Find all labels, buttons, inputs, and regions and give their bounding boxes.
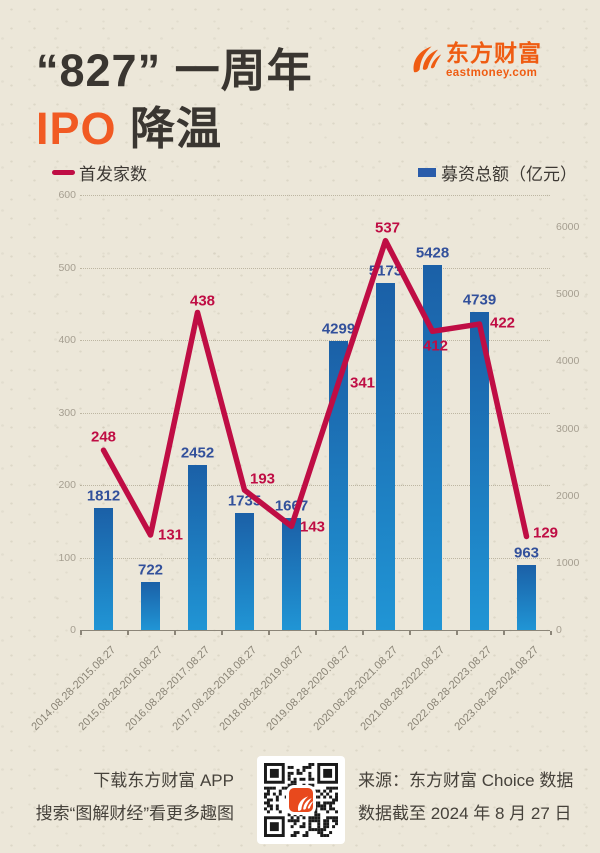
x-axis-tick [268, 631, 270, 635]
legend-bar-label: 募资总额（亿元） [441, 164, 577, 184]
gridline [80, 557, 550, 559]
bar [329, 341, 348, 630]
bar-value-label: 963 [513, 544, 540, 562]
x-axis-category-label: 2016.08.28-2017.08.27 [123, 644, 212, 733]
eastmoney-swoosh-icon [413, 46, 442, 73]
legend-line-series: 首发家数 [52, 162, 147, 184]
footer-promo-line2: 搜索“图解财经”看更多趣图 [35, 804, 234, 823]
y-axis-label-right: 1000 [556, 556, 580, 569]
x-axis-category-label: 2020.08.28-2021.08.27 [311, 644, 400, 733]
bar-value-label: 4299 [321, 320, 356, 338]
bar-value-label: 5173 [368, 262, 403, 280]
x-axis-category-label: 2023.08.28-2024.08.27 [452, 644, 541, 733]
line-value-label: 537 [374, 219, 401, 237]
x-axis-line [80, 630, 550, 631]
x-axis-tick [550, 631, 552, 635]
footer-source: 来源：东方财富 Choice 数据 数据截至 2024 年 8 月 27 日 [358, 764, 598, 830]
bar [376, 282, 395, 630]
x-axis-tick [315, 631, 317, 635]
footer-source-line1: 来源：东方财富 Choice 数据 [358, 771, 574, 790]
x-axis-category-label: 2022.08.28-2023.08.27 [405, 644, 494, 733]
y-axis-label-left: 300 [58, 406, 76, 419]
x-axis-category-label: 2019.08.28-2020.08.27 [264, 644, 353, 733]
y-axis-label-right: 0 [556, 624, 562, 636]
y-axis-label-right: 6000 [556, 221, 580, 233]
qr-swoosh-icon [297, 796, 314, 811]
x-axis-tick [127, 631, 129, 635]
line-value-label: 341 [349, 374, 376, 392]
gridline [80, 267, 550, 269]
x-axis-category-label: 2015.08.28-2016.08.27 [76, 644, 165, 733]
bar [94, 508, 113, 630]
x-axis-tick [409, 631, 411, 635]
y-axis-label-right: 2000 [556, 489, 580, 502]
line-value-label: 193 [249, 470, 276, 488]
bar-value-label: 2452 [180, 444, 215, 462]
bar-value-label: 1667 [274, 497, 309, 515]
y-axis-label-left: 200 [58, 479, 76, 491]
y-axis-label-left: 0 [70, 624, 76, 636]
bar-value-label: 1735 [227, 492, 262, 510]
legend-line-label: 首发家数 [79, 164, 147, 184]
x-axis-tick [503, 631, 505, 635]
page-title-line2: IPO 降温 [36, 92, 222, 157]
x-axis-category-label: 2014.08.28-2015.08.27 [29, 644, 118, 733]
y-axis-label-right: 4000 [556, 355, 580, 368]
bar [141, 581, 160, 630]
line-value-label: 143 [299, 518, 326, 536]
line-value-label: 129 [532, 524, 559, 542]
x-axis-category-label: 2021.08.28-2022.08.27 [358, 644, 447, 733]
bar-value-label: 1812 [86, 487, 121, 505]
title-rest: 降温 [116, 103, 223, 154]
y-axis-label-left: 100 [58, 551, 76, 564]
x-axis-tick [80, 631, 82, 635]
legend-bar-series: 募资总额（亿元） [418, 162, 577, 184]
bar [470, 311, 489, 630]
legend-bar-swatch [418, 167, 436, 177]
x-axis-tick [221, 631, 223, 635]
page-title-line1: “827” 一周年 [36, 45, 313, 96]
y-axis-label-left: 500 [58, 261, 76, 274]
footer-promo: 下载东方财富 APP 搜索“图解财经”看更多趣图 [0, 764, 234, 830]
logo-domain-text: eastmoney.com [446, 67, 538, 79]
eastmoney-logo: 东方财富 eastmoney.com [410, 42, 542, 80]
bar [282, 518, 301, 630]
bar [235, 513, 254, 630]
logo-brand-text: 东方财富 [446, 40, 542, 66]
line-value-label: 131 [157, 526, 184, 544]
footer-source-line2: 数据截至 2024 年 8 月 27 日 [358, 804, 572, 823]
gridline [80, 195, 550, 196]
line-value-label: 412 [422, 337, 449, 355]
title-accent: IPO [36, 103, 117, 154]
legend-line-swatch [52, 169, 75, 175]
y-axis-label-right: 3000 [556, 422, 580, 435]
x-axis-category-label: 2018.08.28-2019.08.27 [217, 644, 306, 733]
x-axis-tick [174, 631, 176, 635]
bar-value-label: 5428 [415, 244, 450, 262]
y-axis-label-left: 400 [58, 334, 76, 346]
line-value-label: 422 [489, 314, 516, 332]
qr-code [257, 756, 345, 844]
y-axis-label-right: 5000 [556, 288, 580, 301]
bar [188, 465, 207, 630]
x-axis-tick [362, 631, 364, 635]
x-axis-tick [456, 631, 458, 635]
bar [517, 565, 536, 630]
footer-promo-line1: 下载东方财富 APP [93, 771, 234, 790]
bar-value-label: 722 [137, 561, 164, 578]
y-axis-label-left: 600 [58, 189, 76, 201]
bar [423, 265, 442, 630]
line-value-label: 248 [90, 428, 117, 446]
x-axis-category-label: 2017.08.28-2018.08.27 [170, 644, 259, 733]
line-value-label: 438 [189, 292, 216, 310]
bar-value-label: 4739 [462, 291, 497, 309]
qr-center-logo [289, 788, 314, 812]
